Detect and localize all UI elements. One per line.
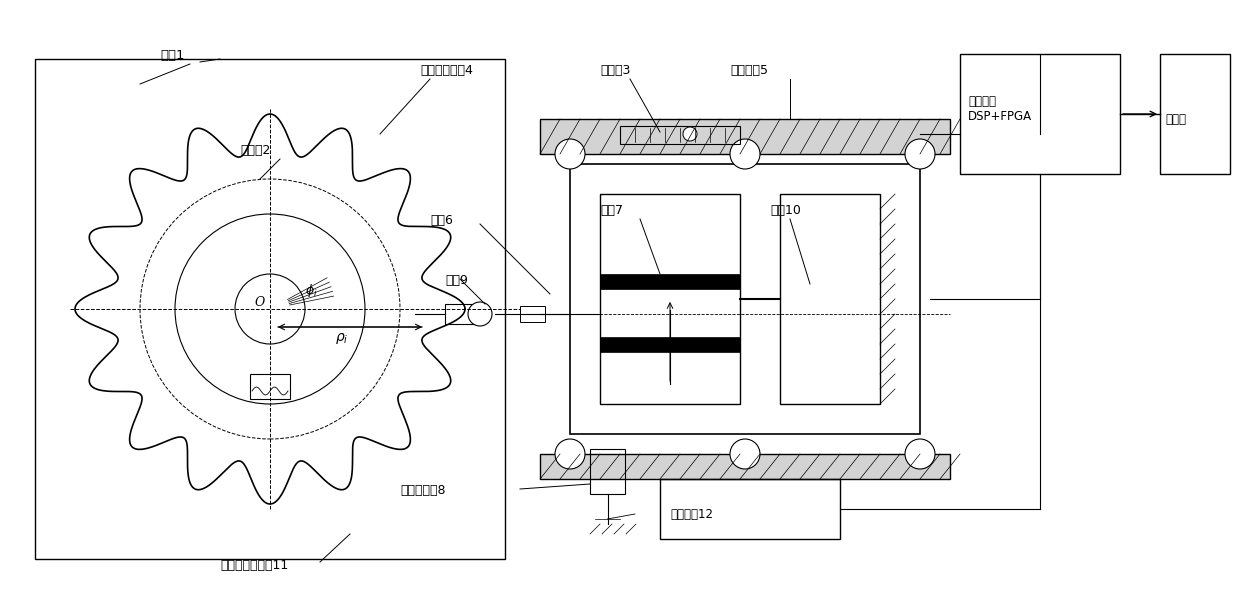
Text: $\phi_{i}$: $\phi_{i}$ (305, 282, 317, 299)
Circle shape (730, 139, 760, 169)
Text: 动块6: 动块6 (430, 214, 453, 227)
Circle shape (905, 139, 935, 169)
Text: $\rho_{i}$: $\rho_{i}$ (335, 331, 348, 346)
Text: 电感测微仪8: 电感测微仪8 (401, 484, 445, 497)
Text: 片簧7: 片簧7 (600, 204, 622, 217)
Text: 被测非圆齿轮4: 被测非圆齿轮4 (420, 64, 472, 77)
Bar (539, 454, 950, 479)
Circle shape (467, 302, 492, 326)
Circle shape (556, 139, 585, 169)
Bar (780, 194, 880, 404)
Text: 测球9: 测球9 (445, 274, 467, 287)
Bar (590, 449, 625, 494)
Text: 直线电机5: 直线电机5 (730, 64, 768, 77)
Circle shape (556, 439, 585, 469)
Bar (520, 306, 546, 322)
Bar (600, 194, 740, 404)
Text: 长光栅3: 长光栅3 (600, 64, 630, 77)
Circle shape (175, 214, 365, 404)
Text: 蜗轮蜗杆减速器11: 蜗轮蜗杆减速器11 (219, 559, 288, 572)
Bar (35, 59, 505, 559)
Text: 伺服电机12: 伺服电机12 (670, 508, 713, 521)
Bar (445, 304, 480, 324)
Text: 接口电路
DSP+FPGA: 接口电路 DSP+FPGA (968, 95, 1032, 123)
Text: O: O (255, 296, 265, 309)
Bar (250, 374, 290, 399)
Circle shape (236, 274, 305, 344)
Bar (600, 273, 740, 289)
Circle shape (200, 239, 340, 379)
Bar (600, 336, 740, 351)
Bar (1159, 54, 1230, 174)
Circle shape (683, 127, 697, 141)
Bar (960, 54, 1120, 174)
Bar (539, 119, 950, 154)
Text: 圆光栅2: 圆光栅2 (241, 144, 270, 157)
Bar (570, 164, 920, 434)
Text: 转台1: 转台1 (160, 49, 185, 62)
Text: 计算机: 计算机 (1166, 112, 1185, 125)
Circle shape (730, 439, 760, 469)
Circle shape (905, 439, 935, 469)
Bar (620, 126, 740, 144)
Text: 定块10: 定块10 (770, 204, 801, 217)
Bar (660, 479, 839, 539)
